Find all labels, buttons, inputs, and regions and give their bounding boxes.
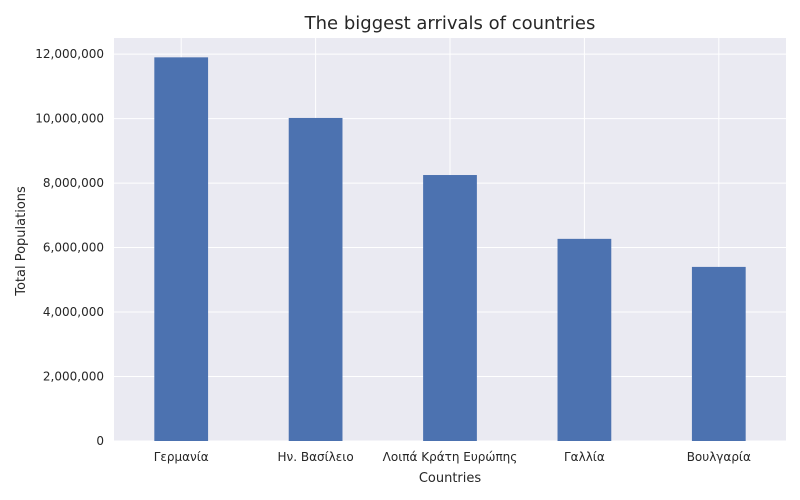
y-tick-label: 6,000,000 [43, 241, 104, 255]
y-tick-label: 4,000,000 [43, 305, 104, 319]
x-tick-label: Λοιπά Κράτη Ευρώπης [383, 450, 518, 464]
x-tick-label: Ην. Βασίλειο [278, 450, 354, 464]
x-tick-label: Γαλλία [564, 450, 605, 464]
bar [154, 57, 209, 442]
y-tick-label: 2,000,000 [43, 370, 104, 384]
bar [288, 117, 343, 441]
chart-title: The biggest arrivals of countries [304, 13, 596, 34]
x-tick-label: Γερμανία [154, 450, 209, 464]
y-tick-labels: 0 2,000,000 4,000,000 6,000,000 8,000,000 10,… [35, 47, 104, 448]
bar [557, 238, 612, 441]
x-tick-label: Βουλγαρία [687, 450, 751, 464]
y-tick-label: 8,000,000 [43, 176, 104, 190]
bar [423, 175, 477, 441]
y-tick-label: 10,000,000 [35, 112, 104, 126]
x-tick-labels: Γερμανία Ην. Βασίλειο Λοιπά Κράτη Ευρώπης Γ… [154, 450, 751, 464]
bar [691, 266, 746, 441]
bars [154, 57, 746, 442]
y-axis-title: Total Populations [14, 186, 29, 297]
x-axis-title: Countries [419, 471, 482, 486]
y-tick-label: 0 [96, 434, 104, 448]
y-tick-label: 12,000,000 [35, 47, 104, 61]
